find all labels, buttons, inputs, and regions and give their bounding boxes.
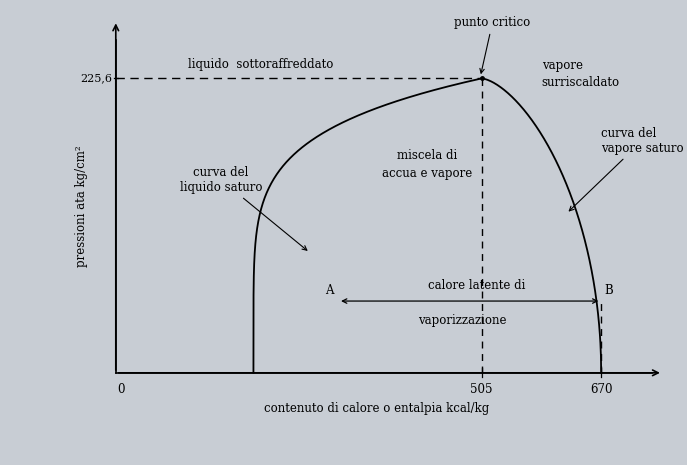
Text: liquido  sottoraffreddato: liquido sottoraffreddato [188, 58, 334, 71]
Text: miscela di
accua e vapore: miscela di accua e vapore [382, 148, 473, 179]
Text: B: B [604, 284, 613, 297]
Text: calore latente di: calore latente di [428, 279, 526, 292]
Text: A: A [326, 284, 334, 297]
Text: vapore
surriscaldato: vapore surriscaldato [542, 59, 620, 89]
Text: curva del
liquido saturo: curva del liquido saturo [179, 166, 307, 250]
Text: 670: 670 [590, 383, 612, 396]
Text: vaporizzazione: vaporizzazione [418, 314, 507, 327]
Text: 0: 0 [117, 383, 125, 396]
Text: punto critico: punto critico [454, 16, 530, 73]
Text: curva del
vapore saturo: curva del vapore saturo [570, 126, 684, 211]
Text: 225,6: 225,6 [80, 73, 112, 83]
Text: contenuto di calore o entalpia kcal/kg: contenuto di calore o entalpia kcal/kg [264, 402, 489, 414]
Text: 505: 505 [471, 383, 493, 396]
Text: pressioni ata kg/cm²: pressioni ata kg/cm² [74, 146, 87, 267]
